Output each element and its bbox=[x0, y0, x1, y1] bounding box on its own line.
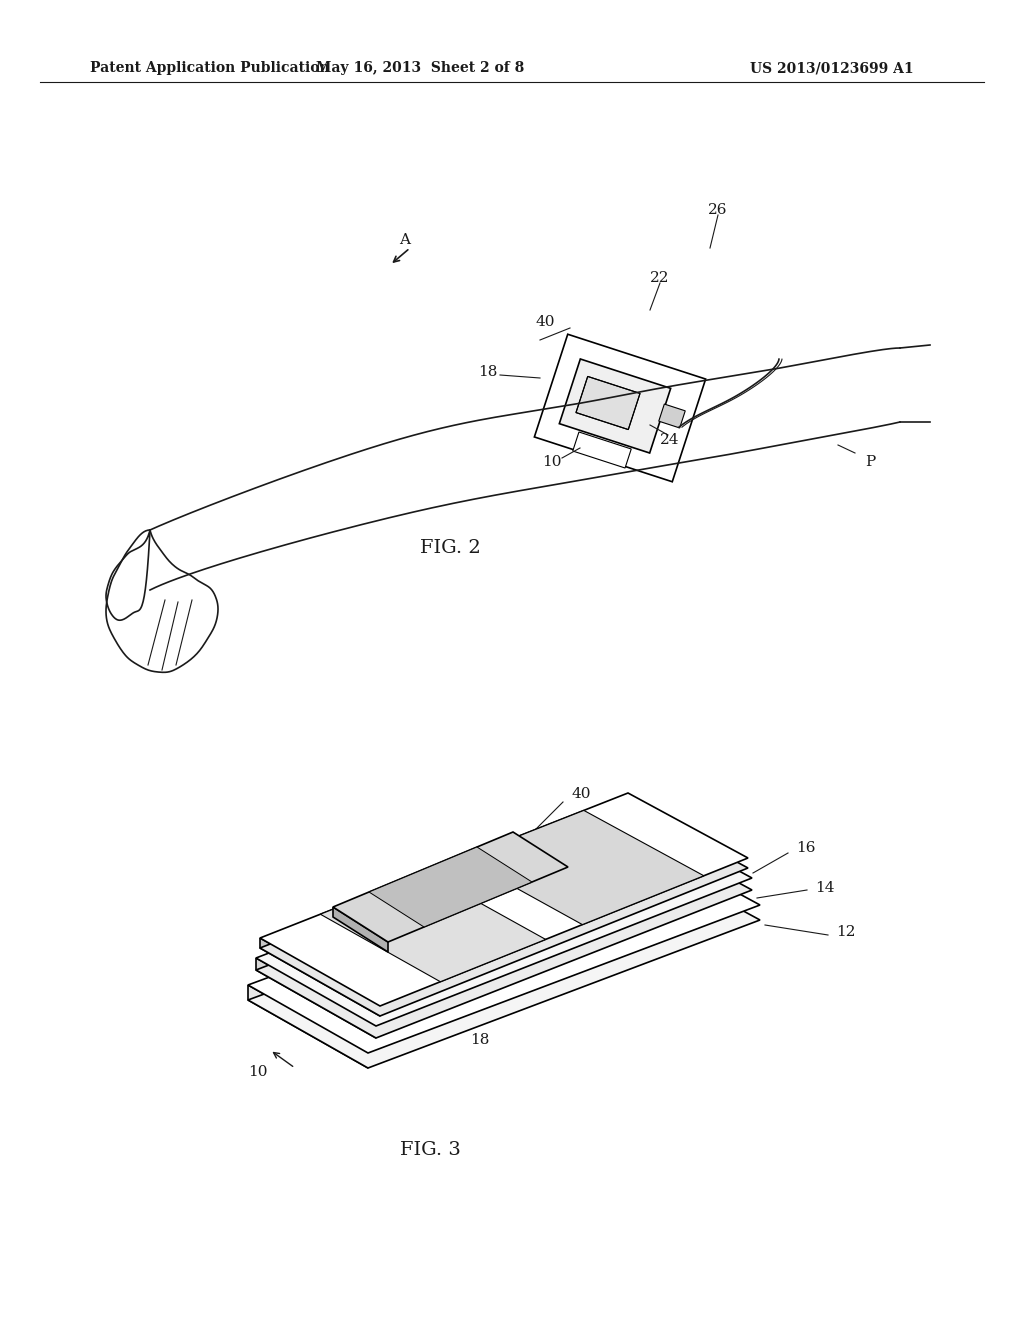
Text: 18: 18 bbox=[470, 1034, 489, 1047]
Text: P: P bbox=[865, 455, 876, 469]
Text: 40: 40 bbox=[536, 315, 555, 329]
Polygon shape bbox=[572, 432, 631, 469]
Text: 26: 26 bbox=[709, 203, 728, 216]
Text: 18: 18 bbox=[478, 366, 498, 379]
Polygon shape bbox=[248, 840, 760, 1053]
Text: 22: 22 bbox=[650, 271, 670, 285]
Polygon shape bbox=[260, 939, 380, 1016]
Text: FIG. 3: FIG. 3 bbox=[399, 1140, 461, 1159]
Polygon shape bbox=[463, 810, 703, 924]
Text: Patent Application Publication: Patent Application Publication bbox=[90, 61, 330, 75]
Polygon shape bbox=[260, 793, 748, 1006]
Text: FIG. 2: FIG. 2 bbox=[420, 539, 480, 557]
Text: May 16, 2013  Sheet 2 of 8: May 16, 2013 Sheet 2 of 8 bbox=[315, 61, 524, 75]
Polygon shape bbox=[248, 855, 760, 1068]
Text: US 2013/0123699 A1: US 2013/0123699 A1 bbox=[750, 61, 913, 75]
Polygon shape bbox=[535, 334, 706, 482]
Polygon shape bbox=[321, 873, 546, 982]
Polygon shape bbox=[260, 803, 748, 1016]
Polygon shape bbox=[256, 813, 752, 1026]
Text: 12: 12 bbox=[836, 925, 855, 939]
Polygon shape bbox=[369, 847, 532, 927]
Text: 16: 16 bbox=[796, 841, 815, 855]
Text: 10: 10 bbox=[543, 455, 562, 469]
Polygon shape bbox=[256, 825, 752, 1038]
Text: 24: 24 bbox=[660, 433, 680, 447]
Polygon shape bbox=[333, 832, 568, 942]
Text: 10: 10 bbox=[248, 1065, 267, 1078]
Polygon shape bbox=[658, 404, 685, 428]
Polygon shape bbox=[333, 907, 388, 952]
Text: A: A bbox=[399, 234, 411, 247]
Polygon shape bbox=[248, 985, 368, 1068]
Text: 40: 40 bbox=[571, 787, 591, 801]
Polygon shape bbox=[559, 359, 671, 453]
Text: 14: 14 bbox=[815, 880, 835, 895]
Polygon shape bbox=[575, 376, 640, 429]
Polygon shape bbox=[256, 958, 376, 1038]
